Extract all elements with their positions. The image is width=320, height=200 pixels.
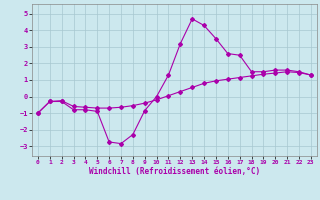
X-axis label: Windchill (Refroidissement éolien,°C): Windchill (Refroidissement éolien,°C) <box>89 167 260 176</box>
